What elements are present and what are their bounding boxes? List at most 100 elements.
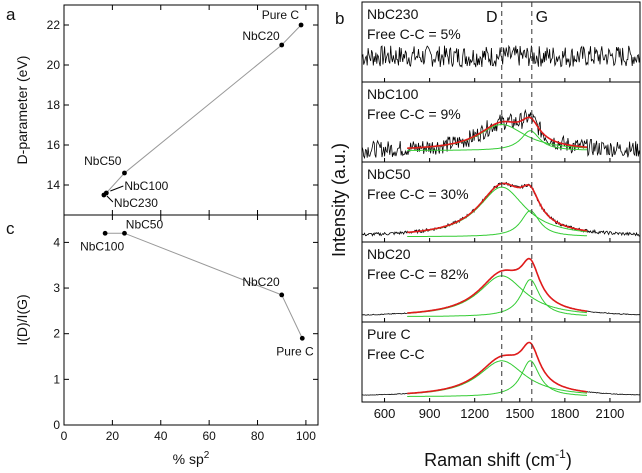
panel-c-ylabel: I(D)/I(G) — [14, 294, 30, 345]
panel-a-point-pure-c — [298, 22, 304, 28]
panel-a-ytick-label: 18 — [47, 98, 61, 112]
band-label-g: G — [536, 9, 548, 26]
panel-c-connector-line — [105, 232, 303, 339]
panel-c-ytick-label: 1 — [53, 372, 60, 386]
panel-b-xlabel-sup: -1 — [555, 447, 566, 461]
panel-a-point-nbc230 — [101, 192, 107, 198]
panel-a-arrow-nbc230 — [106, 195, 114, 203]
panel-a-ylabel: D-parameter (eV) — [14, 56, 30, 165]
panel-a-x-ticks — [63, 5, 307, 215]
spectrum-total-fit-nbc20 — [407, 257, 588, 314]
panel-c-frame — [63, 214, 319, 426]
panel-b-ylabel: Intensity (a.u.) — [329, 143, 349, 257]
panel-a-frame — [63, 4, 319, 216]
panel-c-y-ticks: 0 1 2 3 4 — [53, 235, 318, 432]
panel-a-point-nbc50 — [122, 170, 127, 176]
spectrum-g-band-fit-pure-c — [407, 360, 587, 397]
spectrum-panel-nbc100: NbC100 Free C-C = 9% — [361, 81, 641, 163]
panel-b-xlabel: Raman shift (cm-1) — [424, 447, 572, 470]
spectrum-panel-pure-c: Pure C Free C-C — [361, 321, 641, 403]
panel-c-point-nbc50 — [122, 230, 127, 236]
spectrum-data-nbc230 — [361, 44, 641, 69]
panel-b-xtick-label: 2100 — [595, 406, 624, 421]
panel-b-xtick-label: 1800 — [550, 406, 579, 421]
panel-c-xlabel: % sp2 — [173, 450, 210, 467]
spectrum-panel-nbc20: NbC20 Free C-C = 82% — [361, 241, 641, 323]
panel-c-xtick-label: 0 — [61, 429, 68, 443]
panel-c-x-ticks: 0 20 40 60 80 100 — [61, 215, 316, 443]
panel-a-label-nbc20: NbC20 — [242, 29, 280, 43]
spectrum-freecc-nbc20: Free C-C = 82% — [367, 266, 469, 282]
spectrum-g-band-fit-nbc100 — [407, 130, 587, 151]
panel-a-ytick-label: 22 — [47, 18, 61, 32]
spectrum-frame-pure-c — [361, 321, 641, 403]
spectrum-freecc-nbc50: Free C-C = 30% — [367, 186, 469, 202]
spectrum-d-band-fit-pure-c — [407, 360, 587, 395]
panel-b-xtick-label: 1500 — [505, 406, 534, 421]
spectrum-name-nbc230: NbC230 — [367, 6, 419, 22]
panel-c-xtick-label: 100 — [296, 429, 316, 443]
spectrum-g-band-fit-nbc50 — [407, 210, 588, 237]
spectrum-total-fit-nbc50 — [407, 182, 588, 234]
panel-c-label-nbc20: NbC20 — [242, 275, 280, 289]
spectrum-name-nbc50: NbC50 — [367, 166, 411, 182]
spectrum-freecc-nbc100: Free C-C = 9% — [367, 106, 461, 122]
spectrum-data-nbc100 — [361, 108, 641, 160]
panel-b-xlabel-main: Raman shift (cm — [424, 450, 555, 470]
panel-c-label-nbc50: NbC50 — [126, 217, 164, 231]
panel-a-label-nbc100: NbC100 — [124, 179, 168, 193]
panel-a-connector-line — [103, 24, 302, 196]
panel-a-arrow-nbc100 — [110, 185, 124, 192]
spectrum-total-fit-pure-c — [407, 341, 588, 395]
panel-b-xtick-label: 600 — [374, 406, 396, 421]
panel-b-xlabel-close: ) — [566, 450, 572, 470]
panel-c-ytick-label: 0 — [53, 418, 60, 432]
spectrum-name-pure-c: Pure C — [367, 326, 411, 342]
panel-c-xlabel-main: % sp — [173, 451, 204, 467]
spectrum-freecc-nbc230: Free C-C = 5% — [367, 26, 461, 42]
panel-c-label-nbc100: NbC100 — [80, 239, 124, 253]
panel-c-point-nbc100 — [102, 230, 108, 236]
panel-c-ytick-label: 4 — [53, 235, 60, 249]
spectrum-panel-nbc50: NbC50 Free C-C = 30% — [361, 161, 641, 243]
panel-b-xtick-label: 900 — [419, 406, 441, 421]
spectrum-name-nbc20: NbC20 — [367, 246, 411, 262]
spectrum-panel-nbc230: NbC230 Free C-C = 5% — [361, 1, 641, 83]
panel-c-xtick-label: 80 — [251, 429, 265, 443]
spectrum-total-fit-nbc100 — [407, 116, 588, 149]
panel-a-ytick-label: 16 — [47, 138, 61, 152]
panel-c-point-pure-c — [299, 335, 305, 341]
panel-a-ytick-label: 20 — [47, 58, 61, 72]
panel-c-label: c — [6, 219, 15, 238]
panel-a-label: a — [6, 5, 16, 24]
panel-c-label-pure-c: Pure C — [276, 344, 314, 358]
spectrum-name-nbc100: NbC100 — [367, 86, 419, 102]
panel-a-point-nbc20 — [279, 42, 285, 48]
panel-c-xtick-label: 20 — [106, 429, 120, 443]
panel-c-point-nbc20 — [279, 292, 285, 298]
panel-c-ytick-label: 2 — [53, 327, 60, 341]
panel-b-xtick-label: 1200 — [460, 406, 489, 421]
panel-b-x-ticks: 600 900 1200 1500 1800 2100 — [374, 406, 625, 421]
panel-a-y-ticks: 14 16 18 20 22 — [47, 18, 318, 192]
band-label-d: D — [486, 9, 498, 26]
panel-c-xtick-label: 40 — [154, 429, 168, 443]
spectrum-freecc-pure-c: Free C-C — [367, 346, 425, 362]
panel-a-label-pure-c: Pure C — [262, 8, 300, 22]
panel-a-label-nbc230: NbC230 — [114, 196, 158, 210]
panel-a-label-nbc50: NbC50 — [84, 154, 122, 168]
panel-a: a D-parameter (eV) 14 16 18 20 22 Pure C NbC2… — [6, 4, 319, 216]
panel-b-label: b — [335, 9, 344, 28]
panel-c-xtick-label: 60 — [202, 429, 216, 443]
spectrum-g-band-fit-nbc20 — [407, 279, 587, 317]
panel-c-ytick-label: 3 — [53, 281, 60, 295]
panel-c-xlabel-sup: 2 — [204, 450, 210, 461]
panel-a-ytick-label: 14 — [47, 178, 61, 192]
